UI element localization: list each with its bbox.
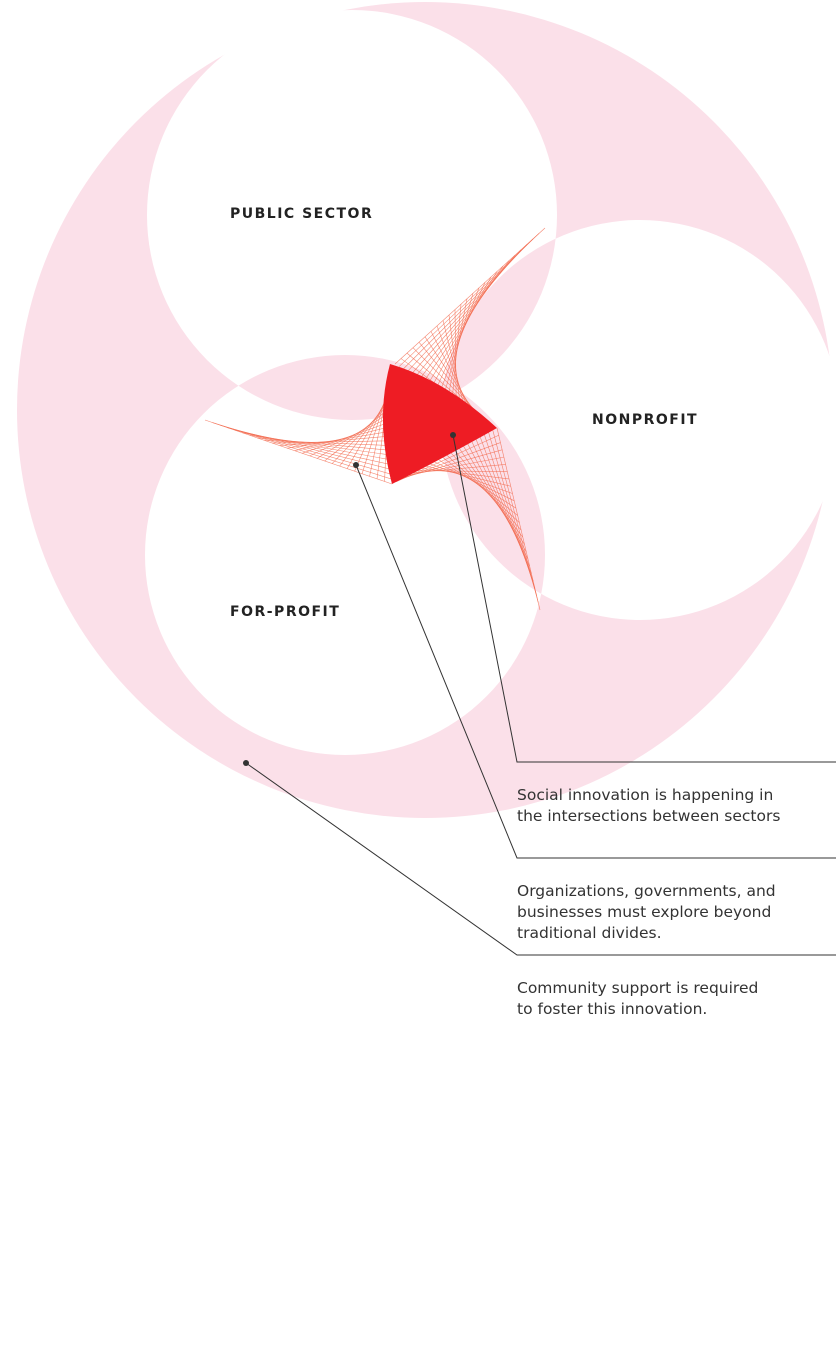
dot: [243, 760, 249, 766]
label: PUBLIC SECTOR: [230, 206, 373, 222]
label: NONPROFIT: [592, 412, 698, 428]
note-line: Organizations, governments, and: [517, 882, 776, 900]
note-line: Social innovation is happening in: [517, 786, 773, 804]
note-line: Community support is required: [517, 979, 758, 997]
diagram: PUBLIC SECTOR NONPROFIT FOR-PROFIT Socia…: [0, 0, 836, 1358]
note-line: traditional divides.: [517, 924, 662, 942]
dot: [353, 462, 359, 468]
note-line: businesses must explore beyond: [517, 903, 771, 921]
label: FOR-PROFIT: [230, 604, 340, 620]
note-line: to foster this innovation.: [517, 1000, 707, 1018]
note-line: the intersections between sectors: [517, 807, 780, 825]
dot: [450, 432, 456, 438]
